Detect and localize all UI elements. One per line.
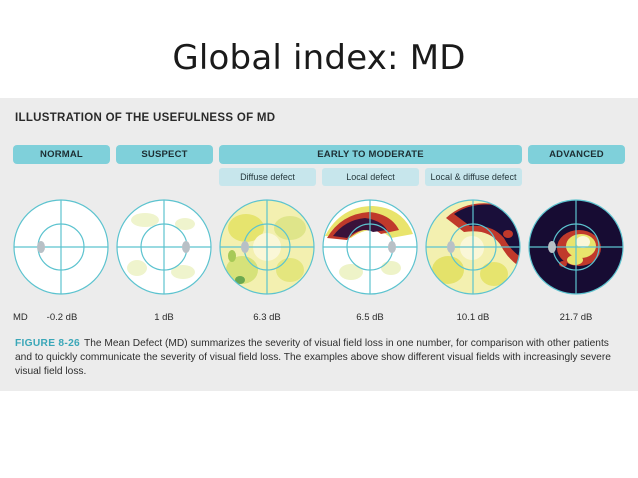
md-value-local-and-diffuse-defect: 10.1 dB	[456, 312, 490, 323]
category-early-to-moderate: EARLY TO MODERATE	[219, 145, 522, 164]
subcategory-diffuse-defect: Diffuse defect	[219, 168, 316, 186]
figure-panel: ILLUSTRATION OF THE USEFULNESS OF MD NOR…	[0, 98, 638, 391]
visual-field-local-defect	[321, 198, 419, 296]
md-label: MD	[13, 312, 28, 323]
visual-field-normal	[12, 198, 110, 296]
md-value-diffuse-defect: 6.3 dB	[253, 312, 281, 323]
subcategory-local-diffuse-defect: Local & diffuse defect	[425, 168, 522, 186]
md-value-advanced: 21.7 dB	[559, 312, 593, 323]
category-normal: NORMAL	[13, 145, 110, 164]
slide-title: Global index: MD	[172, 38, 466, 78]
figure-heading: ILLUSTRATION OF THE USEFULNESS OF MD	[15, 112, 276, 124]
md-value-local-defect: 6.5 dB	[356, 312, 384, 323]
figure-number: FIGURE 8-26	[15, 338, 81, 349]
category-suspect: SUSPECT	[116, 145, 213, 164]
md-value-suspect: 1 dB	[154, 312, 174, 323]
md-value-normal: -0.2 dB	[46, 312, 78, 323]
subcategory-local-defect: Local defect	[322, 168, 419, 186]
visual-field-advanced	[527, 198, 625, 296]
visual-field-suspect	[115, 198, 213, 296]
visual-field-diffuse-defect	[218, 198, 316, 296]
figure-caption: FIGURE 8-26 The Mean Defect (MD) summariz…	[15, 337, 625, 379]
caption-text: The Mean Defect (MD) summarizes the seve…	[15, 338, 611, 377]
category-advanced: ADVANCED	[528, 145, 625, 164]
visual-field-local-and-diffuse-defect	[424, 198, 522, 296]
